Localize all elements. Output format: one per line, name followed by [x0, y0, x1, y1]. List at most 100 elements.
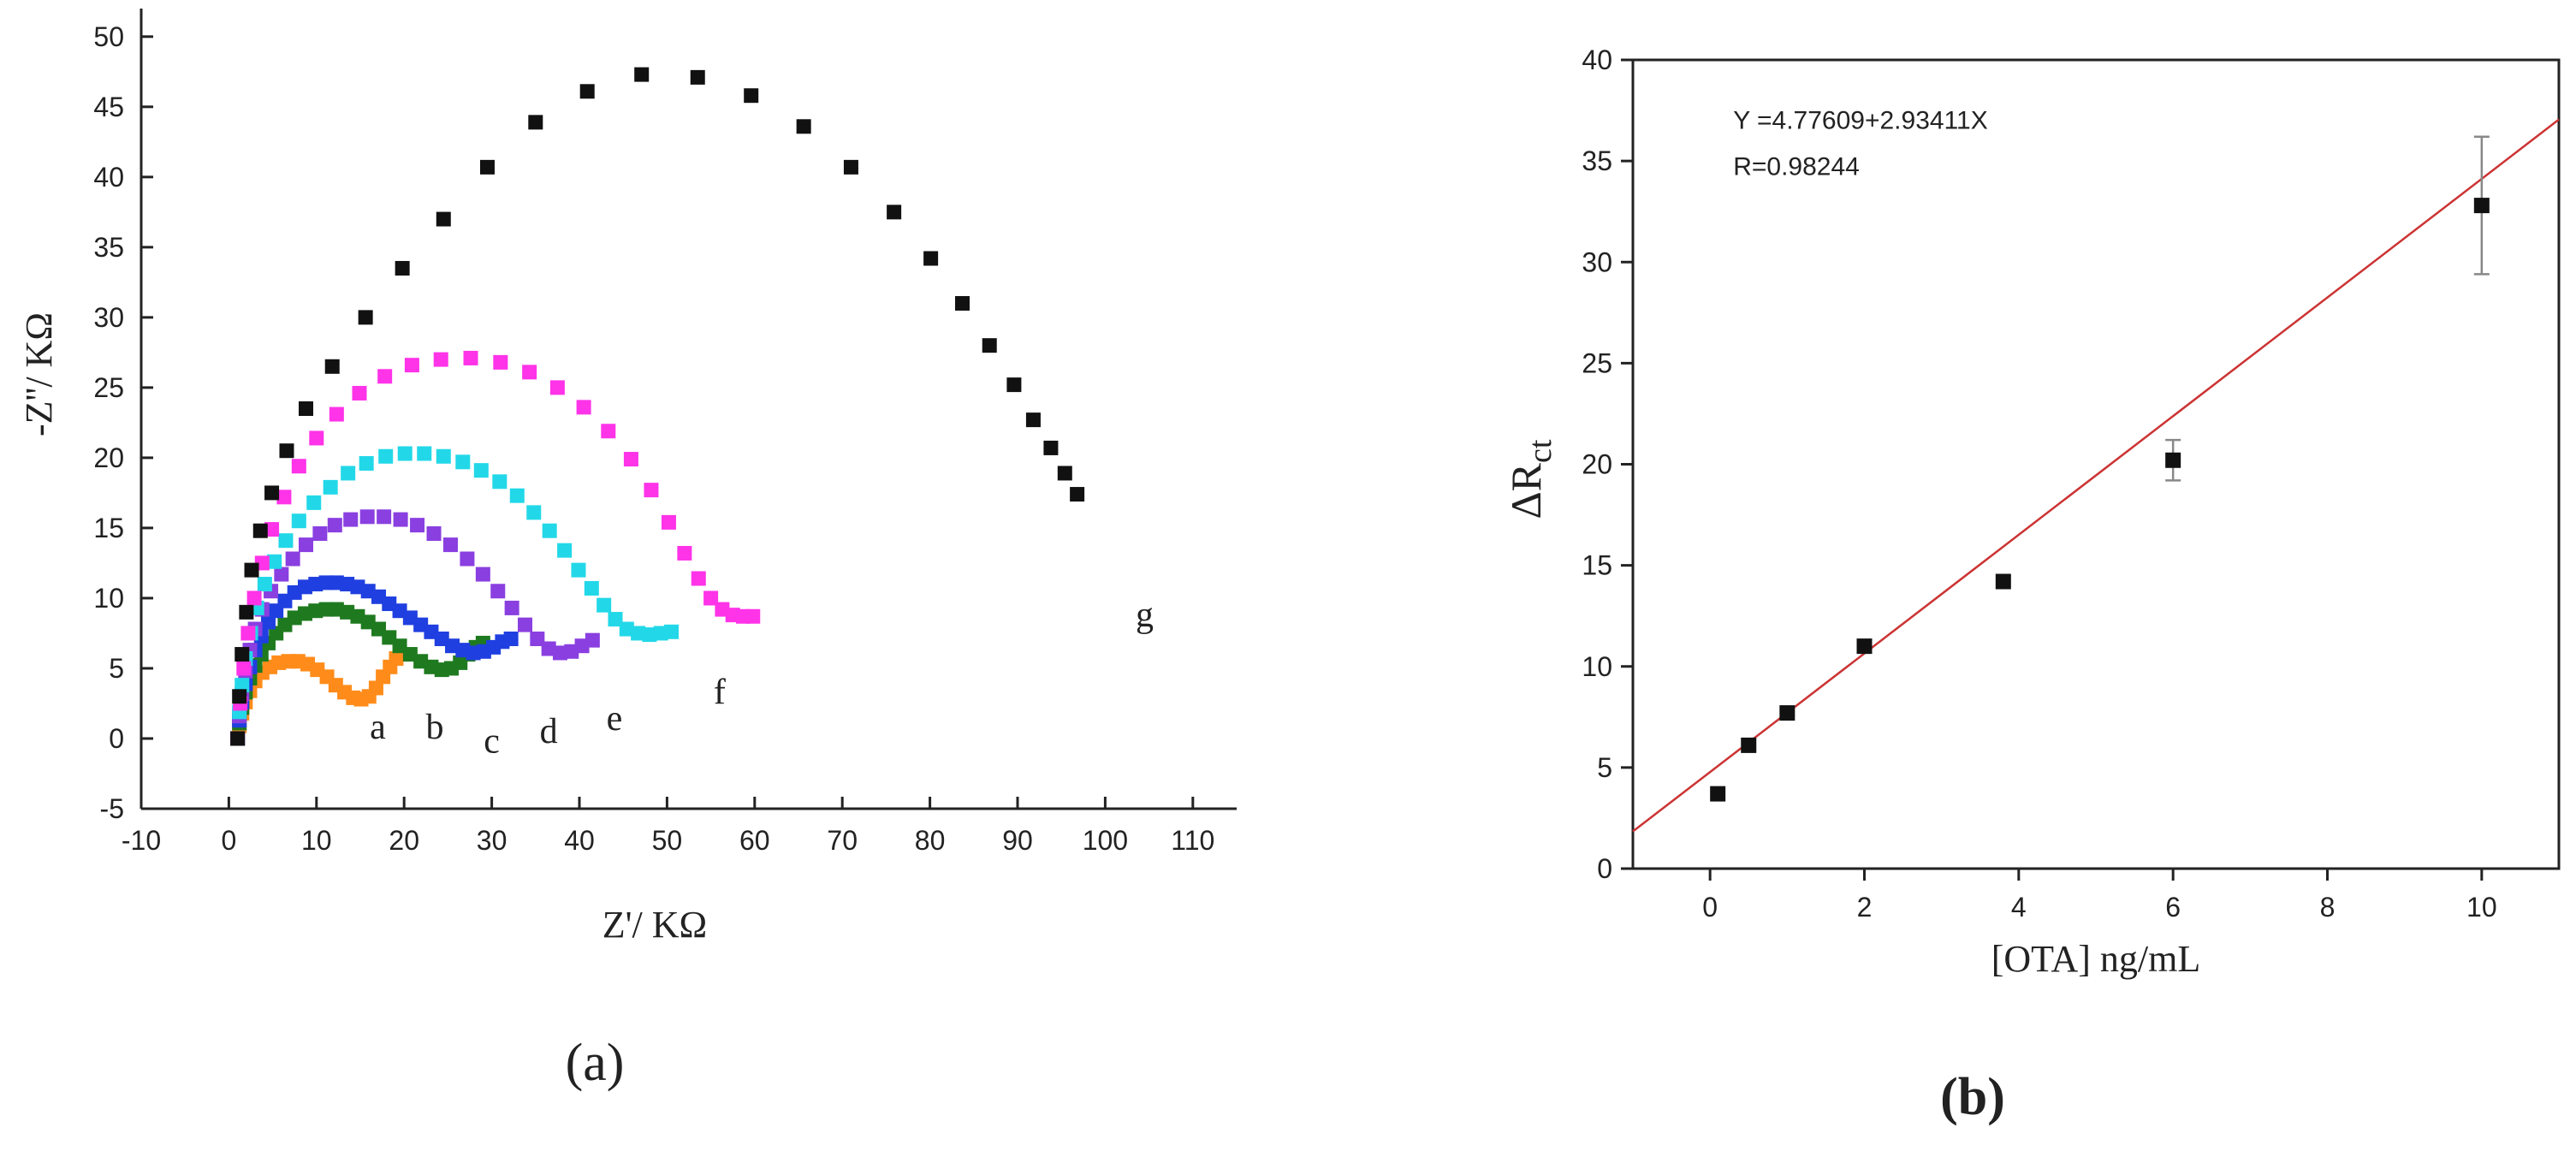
data-point-f [661, 514, 676, 530]
data-point-a [368, 680, 383, 696]
data-point-e [436, 448, 451, 464]
data-point-g [887, 205, 902, 220]
data-point-e [323, 479, 338, 495]
data-point [1779, 705, 1795, 721]
x-tick-label: 4 [2011, 892, 2027, 923]
data-point-d [327, 518, 342, 533]
data-point-c [260, 614, 276, 630]
y-tick-label: 25 [1582, 347, 1612, 378]
data-point-f [677, 545, 692, 561]
data-point-e [267, 554, 282, 569]
data-point [1741, 737, 1757, 753]
data-point-g [1025, 412, 1041, 428]
data-point-g [230, 731, 246, 746]
data-point-f [601, 424, 616, 439]
y-tick-label: 25 [93, 372, 124, 403]
data-point-f [549, 380, 565, 395]
x-tick-label: 70 [827, 825, 858, 856]
panel-b-label: (b) [1940, 1068, 2005, 1126]
data-point-d [518, 617, 533, 632]
data-point-d [552, 645, 567, 661]
data-point-g [1057, 466, 1072, 481]
x-tick-label: -10 [122, 825, 161, 856]
fit-equation: Y =4.77609+2.93411X [1733, 106, 1988, 134]
data-point-f [352, 385, 367, 401]
data-point-g [244, 562, 259, 578]
data-point-g [744, 88, 759, 104]
y-axis-title: ΔRct [1502, 439, 1558, 519]
data-point-d [343, 512, 359, 527]
x-tick-label: 8 [2320, 892, 2336, 923]
data-point-f [236, 661, 252, 676]
data-point-e [397, 446, 413, 461]
data-point-g [324, 359, 340, 374]
data-point-g [252, 523, 268, 538]
x-tick-label: 40 [564, 825, 595, 856]
data-point-g [923, 251, 939, 266]
data-point-d [442, 537, 458, 553]
data-point-g [1043, 440, 1059, 455]
y-axis-title-subscript: ct [1522, 439, 1558, 463]
y-tick-label: 50 [93, 21, 124, 52]
x-tick-label: 2 [1857, 892, 1873, 923]
data-point-f [493, 354, 508, 370]
panel-a-chart: -5 0 5 10 15 20 25 30 35 40 45 50 -10 0 10 20 30 40 50 60 70… [18, 9, 1237, 946]
data-point-d [530, 632, 545, 647]
data-point-g [690, 69, 705, 85]
data-point-e [664, 624, 680, 639]
panel-b-chart: 0 5 10 15 20 25 30 35 40 0 2 4 6 8 10 [OTA] ng/mL ΔRct Y … [1502, 45, 2561, 980]
x-tick-label: 90 [1002, 825, 1033, 856]
y-tick-label: 15 [1582, 550, 1612, 581]
data-point-g [239, 604, 254, 620]
data-point-e [234, 678, 250, 693]
data-point-f [463, 350, 478, 365]
data-point-e [492, 474, 507, 490]
data-point-f [377, 369, 393, 384]
x-tick-label: 10 [2466, 892, 2497, 923]
data-point-g [1006, 377, 1022, 393]
data-point-e [341, 466, 356, 481]
data-point-f [291, 459, 306, 474]
data-point-e [542, 523, 557, 538]
fit-line [1632, 118, 2560, 833]
data-point-e [417, 446, 432, 461]
y-axis-title: -Z''/ KΩ [18, 312, 60, 436]
data-point-g [1070, 487, 1085, 502]
data-point-f [309, 430, 324, 446]
data-point-e [571, 562, 586, 578]
data-point-f [433, 352, 448, 367]
y-tick-label: 30 [1582, 246, 1612, 277]
data-point-e [509, 488, 525, 503]
data-point-f [576, 400, 591, 415]
data-point-d [359, 509, 375, 525]
data-point-d [541, 641, 556, 656]
y-tick-label: 20 [93, 442, 124, 473]
data-point-g [279, 443, 294, 459]
data-point-d [585, 632, 600, 648]
x-tick-label: 50 [652, 825, 683, 856]
series-label-g: g [1136, 596, 1154, 635]
data-point-d [475, 567, 490, 582]
data-point-e [526, 505, 542, 520]
data-point-f [329, 406, 344, 422]
data-point-d [504, 600, 519, 615]
y-tick-label: 5 [109, 653, 124, 684]
data-point-d [285, 551, 300, 567]
data-point-c [503, 632, 519, 647]
data-point-f [246, 590, 262, 606]
y-tick-label: 35 [93, 232, 124, 263]
data-point-d [299, 537, 314, 553]
panel-a-label: (a) [566, 1034, 625, 1092]
data-point [1856, 638, 1873, 655]
data-point-e [455, 454, 471, 470]
data-point-g [634, 67, 650, 82]
data-point-e [597, 597, 612, 613]
data-point-f [623, 452, 638, 467]
data-point-d [377, 509, 392, 525]
data-point-f [404, 358, 419, 373]
data-point-e [473, 463, 489, 478]
data-point-g [264, 485, 280, 501]
series-label-b: b [426, 708, 444, 747]
x-axis-title: [OTA] ng/mL [1991, 938, 2201, 980]
